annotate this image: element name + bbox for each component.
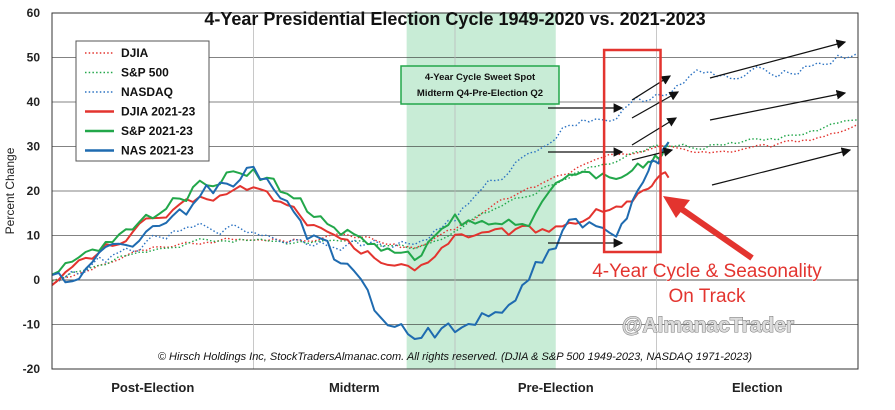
sweet-spot-label-box: 4-Year Cycle Sweet Spot Midterm Q4-Pre-E… [400,65,560,105]
annotation-arrow [709,39,847,79]
callout-arrow [663,196,754,261]
sweet-spot-label-line2: Midterm Q4-Pre-Election Q2 [417,88,543,99]
sweet-spot-label-line1: 4-Year Cycle Sweet Spot [425,72,536,83]
series-line [52,141,670,340]
highlight-box [602,48,662,254]
x-period-label: Post-Election [111,380,194,395]
chart-title: 4-Year Presidential Election Cycle 1949-… [204,9,705,29]
callout-line2: On Track [668,286,746,307]
series-line [52,119,858,282]
legend: DJIA S&P 500 NASDAQ DJIA 2021-23 S&P 2021-23… [75,40,210,162]
annotation-arrow [709,89,847,121]
y-tick-label: 20 [27,184,41,198]
legend-label: S&P 500 [121,66,169,80]
legend-label: DJIA 2021-23 [121,105,196,119]
y-tick-label: 30 [27,140,41,154]
y-tick-label: -20 [23,362,41,376]
annotation-arrow [631,91,680,119]
series-line [52,123,858,282]
y-axis-label: Percent Change [3,147,17,234]
series-line [52,141,670,276]
legend-label: NAS 2021-23 [121,144,194,158]
annotation-arrow [711,147,852,186]
callout-line1: 4-Year Cycle & Seasonality [592,261,822,282]
legend-box [75,40,210,162]
source-note: © Hirsch Holdings Inc, StockTradersAlman… [158,351,753,363]
x-period-label: Midterm [329,380,380,395]
y-tick-label: 10 [27,229,41,243]
annotation-arrow [631,147,674,161]
series-line [52,171,670,286]
legend-label: S&P 2021-23 [121,124,193,138]
plot-frame [51,12,859,370]
x-period-label: Election [732,380,783,395]
annotation-arrow [631,75,672,101]
y-tick-label: 50 [27,51,41,65]
x-period-label: Pre-Election [518,380,594,395]
legend-label: DJIA [121,46,149,60]
annotation-arrow [631,117,678,146]
y-tick-label: 0 [33,273,40,287]
y-tick-label: -10 [23,318,41,332]
y-tick-label: 60 [27,6,41,20]
y-tick-label: 40 [27,95,41,109]
watermark: @AlmanacTrader [622,314,794,337]
legend-label: NASDAQ [121,85,173,99]
